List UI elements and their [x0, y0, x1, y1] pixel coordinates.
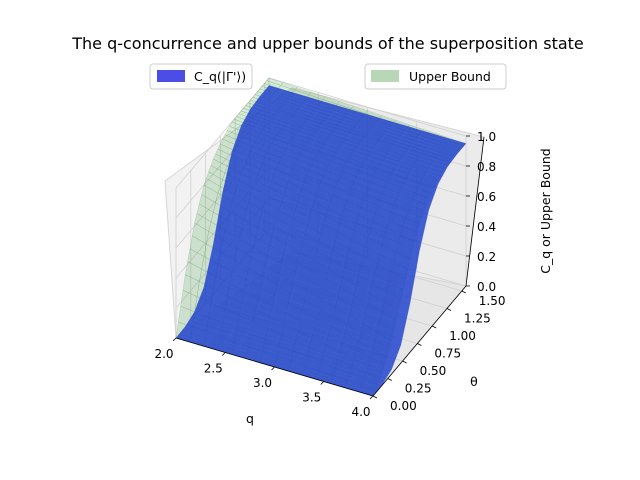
x-tick-mark [369, 395, 374, 400]
y-tick-mark [432, 325, 437, 329]
z-tick-label: 0.8 [477, 160, 496, 174]
y-tick-mark [372, 395, 378, 399]
x-tick-label: 3.0 [253, 376, 272, 390]
x-axis-label: q [246, 411, 254, 426]
y-axis-line [372, 285, 467, 397]
y-tick-mark [387, 378, 392, 381]
y-tick-label: 0.00 [390, 399, 417, 413]
y-tick-label: 1.25 [464, 311, 491, 325]
cq-surface [175, 85, 467, 397]
y-tick-mark [402, 360, 407, 364]
y-tick-label: 1.00 [449, 329, 476, 343]
legend-upper: Upper Bound [364, 63, 507, 90]
x-tick-label: 2.5 [204, 362, 223, 376]
x-tick-label: 3.5 [302, 391, 321, 405]
y-tick-label: 0.25 [405, 381, 432, 395]
legend-upper-frame [364, 63, 507, 90]
x-tick-mark [221, 352, 226, 356]
z-tick-label: 0.0 [477, 280, 496, 294]
surfaces [175, 77, 467, 397]
x-tick-mark [172, 337, 177, 342]
y-tick-mark [417, 343, 422, 346]
x-tick-label: 4.0 [351, 405, 370, 419]
z-tick-label: 0.2 [477, 250, 496, 264]
y-tick-mark [446, 308, 452, 311]
z-tick-label: 0.6 [477, 190, 496, 204]
x-tick-mark [320, 381, 325, 385]
z-axis-line [465, 136, 485, 287]
tick-labels: 2.0 2.5 3.0 3.5 4.0 0.00 0.25 0.50 0.75 1.00 1.25 1… [154, 130, 505, 419]
z-tick-label: 1.0 [477, 130, 496, 144]
x-tick-mark [271, 366, 275, 371]
y-tick-label: 0.50 [420, 364, 447, 378]
legend-cq-swatch [157, 70, 185, 82]
y-tick-label: 1.50 [479, 294, 506, 308]
y-tick-mark [461, 290, 466, 294]
chart-title: The q-concurrence and upper bounds of th… [71, 34, 584, 53]
y-tick-label: 0.75 [434, 346, 461, 360]
legend-upper-swatch [371, 70, 399, 82]
y-axis-label: θ [470, 374, 478, 389]
z-tick-label: 0.4 [477, 220, 496, 234]
z-axis-label: C_q or Upper Bound [538, 148, 553, 273]
legend-cq-label: C_q(|Γ'⟩) [194, 69, 246, 84]
legend-cq: C_q(|Γ'⟩) [149, 63, 253, 90]
legend-upper-label: Upper Bound [409, 69, 491, 84]
x-tick-label: 2.0 [154, 347, 173, 361]
cq-surface-patch [449, 139, 467, 147]
